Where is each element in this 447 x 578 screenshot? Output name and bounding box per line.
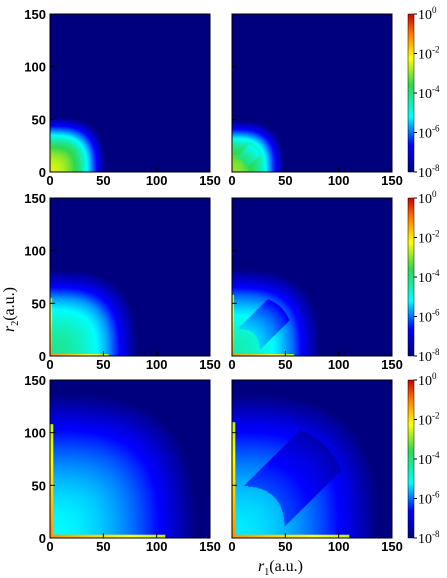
y-tick-label: 100: [24, 60, 46, 75]
x-tick-label: 150: [381, 357, 403, 372]
x-tick-label: 50: [278, 357, 292, 372]
colorbar-tick-label: 10-6: [418, 490, 440, 508]
plot-frame: [49, 197, 211, 357]
colorbar-tick-label: 10-8: [418, 347, 440, 365]
colorbar-tick-label: 10-4: [418, 84, 440, 102]
colorbar-tick-label: 10-6: [418, 308, 440, 326]
heatmap-image: [50, 380, 210, 538]
plot-frame: [231, 13, 393, 173]
colorbar-tick-label: 10-2: [418, 411, 440, 429]
y-tick-label: 150: [24, 191, 46, 206]
plot-frame: [49, 379, 211, 539]
x-tick-label: 0: [228, 173, 235, 188]
x-tick-label: 0: [228, 357, 235, 372]
heatmap-image: [232, 14, 392, 172]
x-tick-label: 50: [278, 173, 292, 188]
x-tick-label: 50: [278, 539, 292, 554]
x-tick-label: 100: [328, 173, 350, 188]
x-tick-label: 100: [328, 539, 350, 554]
x-axis-label: r1(a.u.): [258, 558, 303, 578]
panel-1-1: 0 50 100 150: [228, 197, 403, 372]
colorbar-tick-label: 100: [418, 189, 437, 207]
colorbar-gradient: [407, 379, 415, 539]
colorbar-gradient: [407, 197, 415, 357]
colorbar-tick-label: 10-4: [418, 268, 440, 286]
panel-2-1: 0 50 100 150: [228, 379, 403, 554]
heatmap-image: [50, 14, 210, 172]
x-tick-label: 100: [146, 357, 168, 372]
x-tick-label: 150: [199, 173, 221, 188]
colorbar-tick-label: 10-2: [418, 45, 440, 63]
plot-frame: [231, 197, 393, 357]
x-tick-label: 50: [96, 173, 110, 188]
colorbar-tick-label: 100: [418, 371, 437, 389]
x-tick-label: 100: [328, 357, 350, 372]
y-tick-label: 150: [24, 373, 46, 388]
colorbar-tick-label: 100: [418, 5, 437, 23]
plot-frame: [231, 379, 393, 539]
plot-frame: [49, 13, 211, 173]
colorbar-tick-label: 10-6: [418, 124, 440, 142]
panel-0-0: 00 50 50 100 100 150 150: [24, 7, 221, 188]
x-tick-label: 0: [46, 539, 53, 554]
x-tick-label: 0: [228, 539, 235, 554]
heatmap-image: [50, 198, 210, 356]
x-tick-label: 50: [96, 357, 110, 372]
y-axis-label: r2(a.u.): [1, 287, 21, 332]
x-tick-label: 150: [199, 357, 221, 372]
colorbar-tick-label: 10-4: [418, 450, 440, 468]
y-tick-label: 50: [32, 478, 46, 493]
heatmap-image: [232, 198, 392, 356]
x-tick-label: 100: [146, 173, 168, 188]
panel-2-0: 00 50 50 100 100 150 150: [24, 373, 221, 554]
colorbar-tick-label: 10-2: [418, 229, 440, 247]
x-tick-label: 0: [46, 357, 53, 372]
x-tick-label: 150: [381, 173, 403, 188]
x-tick-label: 50: [96, 539, 110, 554]
y-tick-label: 0: [39, 349, 46, 364]
y-tick-label: 0: [39, 165, 46, 180]
x-tick-label: 150: [199, 539, 221, 554]
panel-1-0: 00 50 50 100 100 150 150: [24, 191, 221, 372]
y-tick-label: 100: [24, 244, 46, 259]
colorbar-2: 100 10-2 10-4 10-6 10-8: [407, 371, 440, 547]
x-tick-label: 150: [381, 539, 403, 554]
colorbar-tick-label: 10-8: [418, 163, 440, 181]
colorbar-gradient: [407, 13, 415, 173]
x-tick-label: 100: [146, 539, 168, 554]
x-tick-label: 0: [46, 173, 53, 188]
colorbar-tick-label: 10-8: [418, 529, 440, 547]
y-tick-label: 50: [32, 112, 46, 127]
y-tick-label: 150: [24, 7, 46, 22]
y-tick-label: 50: [32, 296, 46, 311]
heatmap-image: [232, 380, 392, 538]
colorbar-1: 100 10-2 10-4 10-6 10-8: [407, 189, 440, 365]
colorbar-0: 100 10-2 10-4 10-6 10-8: [407, 5, 440, 181]
panel-0-1: 0 50 100 150: [228, 13, 403, 188]
y-tick-label: 0: [39, 531, 46, 546]
y-tick-label: 100: [24, 426, 46, 441]
